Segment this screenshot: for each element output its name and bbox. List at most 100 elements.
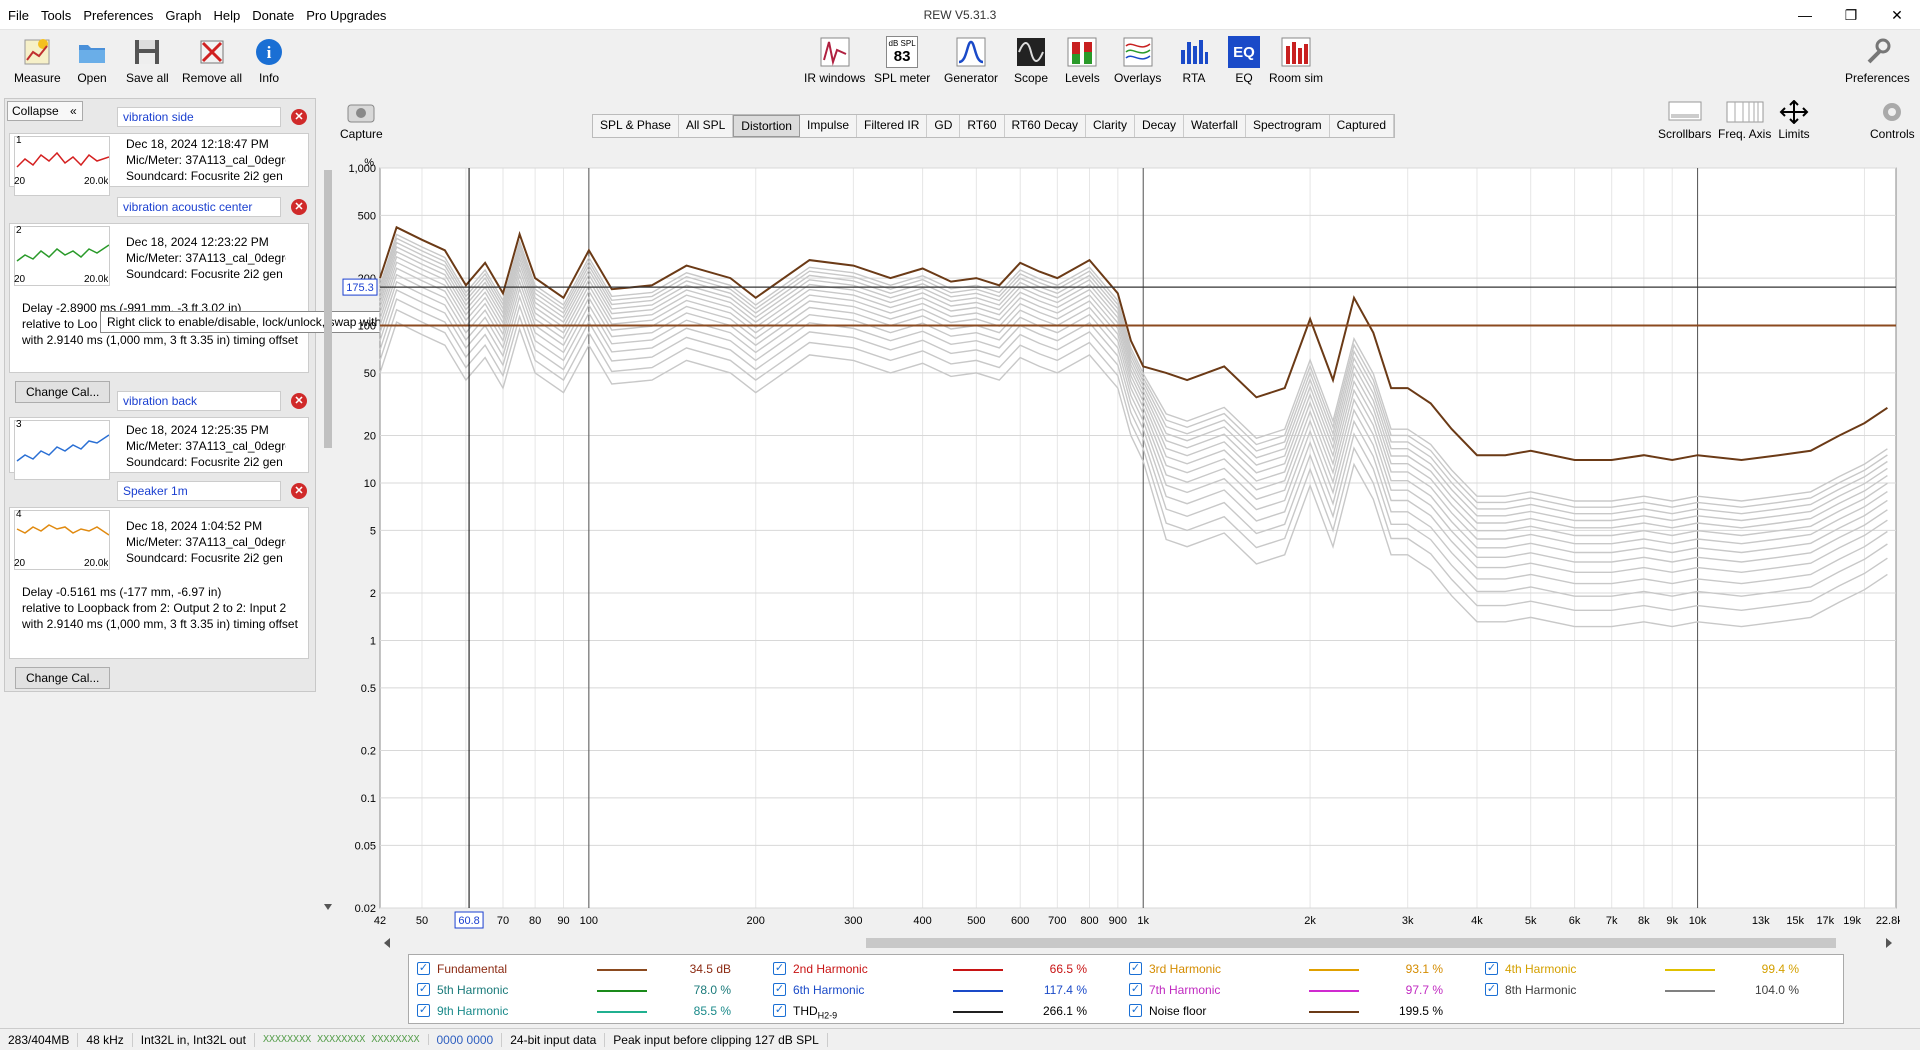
tab-waterfall[interactable]: Waterfall — [1184, 115, 1246, 137]
change-cal-button-2[interactable]: Change Cal... — [15, 381, 111, 403]
scrollbars-button[interactable]: Scrollbars — [1658, 100, 1711, 141]
legend-item[interactable]: ✓ 9th Harmonic 85.5 % — [417, 1003, 757, 1021]
distortion-graph[interactable]: 1,000 500 200 100 50 20 10 5 2 1 0.5 0.2 0.1 0.05 0.02… — [340, 152, 1900, 936]
generator-button[interactable]: Generator — [944, 36, 998, 85]
legend-item[interactable]: ✓ 4th Harmonic 99.4 % — [1485, 961, 1825, 979]
measurement-1-card[interactable]: 1 20 20.0k Dec 18, 2024 12:18:47 PM Mic/… — [9, 133, 309, 196]
menu-file[interactable]: File — [8, 7, 29, 23]
x-tick-label: 100 — [580, 915, 598, 927]
x-tick-label: 19k — [1843, 915, 1861, 927]
measurement-1-name[interactable]: vibration side — [117, 107, 281, 127]
checkbox-checked-icon[interactable]: ✓ — [1129, 962, 1142, 975]
legend-line-swatch[interactable] — [597, 969, 647, 971]
minimize-icon[interactable]: — — [1798, 7, 1812, 23]
legend-item[interactable]: ✓ Fundamental 34.5 dB — [417, 961, 757, 979]
freq-axis-button[interactable]: Freq. Axis — [1718, 100, 1771, 141]
menu-preferences[interactable]: Preferences — [83, 7, 154, 23]
remove-measurement-1-icon[interactable]: ✕ — [291, 109, 307, 125]
preferences-button[interactable]: Preferences — [1845, 36, 1910, 85]
scope-button[interactable]: Scope — [1014, 36, 1048, 85]
tab-all-spl[interactable]: All SPL — [679, 115, 734, 137]
tab-spectrogram[interactable]: Spectrogram — [1246, 115, 1330, 137]
sample-rate: 48 kHz — [78, 1032, 133, 1047]
scroll-left-icon — [384, 938, 390, 948]
tab-spl-phase[interactable]: SPL & Phase — [593, 115, 679, 137]
tab-decay[interactable]: Decay — [1135, 115, 1185, 137]
overlays-button[interactable]: Overlays — [1114, 36, 1161, 85]
tab-filtered-ir[interactable]: Filtered IR — [857, 115, 928, 137]
checkbox-checked-icon[interactable]: ✓ — [1485, 983, 1498, 996]
tab-gd[interactable]: GD — [927, 115, 961, 137]
eq-button[interactable]: EQ EQ — [1228, 36, 1260, 85]
measurement-2-card[interactable]: 2 20 20.0k Dec 18, 2024 12:23:22 PM Mic/… — [9, 223, 309, 373]
room-sim-button[interactable]: Room sim — [1269, 36, 1323, 85]
remove-measurement-2-icon[interactable]: ✕ — [291, 199, 307, 215]
legend-item[interactable]: ✓ Noise floor 199.5 % — [1129, 1003, 1469, 1021]
checkbox-checked-icon[interactable]: ✓ — [417, 962, 430, 975]
measurement-2-name[interactable]: vibration acoustic center — [117, 197, 281, 217]
legend-item[interactable]: ✓ 3rd Harmonic 93.1 % — [1129, 961, 1469, 979]
open-button[interactable]: Open — [76, 36, 108, 85]
tab-impulse[interactable]: Impulse — [800, 115, 858, 137]
save-all-button[interactable]: Save all — [126, 36, 169, 85]
ir-windows-button[interactable]: IR windows — [804, 36, 865, 85]
checkbox-checked-icon[interactable]: ✓ — [773, 983, 786, 996]
legend-line-swatch[interactable] — [1309, 990, 1359, 992]
panel-scrollbar[interactable] — [322, 170, 334, 914]
legend-item[interactable]: ✓ 2nd Harmonic 66.5 % — [773, 961, 1113, 979]
legend-line-swatch[interactable] — [1309, 1011, 1359, 1013]
tab-rt60[interactable]: RT60 — [960, 115, 1005, 137]
collapse-button[interactable]: Collapse « — [7, 101, 83, 121]
levels-button[interactable]: Levels — [1065, 36, 1100, 85]
close-icon[interactable]: ✕ — [1891, 6, 1903, 23]
tab-captured[interactable]: Captured — [1330, 115, 1395, 137]
legend-line-swatch[interactable] — [953, 1011, 1003, 1013]
legend-line-swatch[interactable] — [1665, 969, 1715, 971]
menu-help[interactable]: Help — [213, 7, 241, 23]
checkbox-checked-icon[interactable]: ✓ — [1129, 1004, 1142, 1017]
legend-item[interactable]: ✓ 8th Harmonic 104.0 % — [1485, 982, 1825, 1000]
rta-button[interactable]: RTA — [1178, 36, 1210, 85]
legend-item[interactable]: ✓ 7th Harmonic 97.7 % — [1129, 982, 1469, 1000]
remove-measurement-3-icon[interactable]: ✕ — [291, 393, 307, 409]
checkbox-checked-icon[interactable]: ✓ — [773, 962, 786, 975]
measurement-3-card[interactable]: 3 Dec 18, 2024 12:25:35 PM Mic/Meter: 37… — [9, 417, 309, 480]
legend-line-swatch[interactable] — [1309, 969, 1359, 971]
spl-meter-button[interactable]: dB SPL 83 SPL meter — [874, 36, 930, 85]
legend-line-swatch[interactable] — [1665, 990, 1715, 992]
tab-clarity[interactable]: Clarity — [1086, 115, 1136, 137]
controls-button[interactable]: Controls — [1870, 100, 1915, 141]
measurement-4-card[interactable]: 4 20 20.0k Dec 18, 2024 1:04:52 PM Mic/M… — [9, 507, 309, 659]
measure-button[interactable]: Measure — [14, 36, 61, 85]
menu-pro-upgrades[interactable]: Pro Upgrades — [306, 7, 387, 23]
legend-item[interactable]: ✓ THDH2-9 266.1 % — [773, 1003, 1113, 1021]
info-button[interactable]: i Info — [253, 36, 285, 85]
checkbox-checked-icon[interactable]: ✓ — [1485, 962, 1498, 975]
measurement-4-name[interactable]: Speaker 1m — [117, 481, 281, 501]
limits-button[interactable]: Limits — [1776, 99, 1812, 141]
checkbox-checked-icon[interactable]: ✓ — [417, 983, 430, 996]
legend-item[interactable]: ✓ 5th Harmonic 78.0 % — [417, 982, 757, 1000]
legend-line-swatch[interactable] — [597, 990, 647, 992]
restore-icon[interactable]: ❐ — [1844, 6, 1858, 23]
measurement-3-name[interactable]: vibration back — [117, 391, 281, 411]
menu-donate[interactable]: Donate — [252, 7, 295, 23]
legend-line-swatch[interactable] — [953, 969, 1003, 971]
legend-item[interactable]: ✓ 6th Harmonic 117.4 % — [773, 982, 1113, 1000]
remove-all-button[interactable]: Remove all — [182, 36, 242, 85]
menu-graph[interactable]: Graph — [165, 7, 202, 23]
legend-line-swatch[interactable] — [597, 1011, 647, 1013]
change-cal-button-4[interactable]: Change Cal... — [15, 667, 111, 689]
tab-distortion[interactable]: Distortion — [733, 115, 800, 137]
tab-rt60-decay[interactable]: RT60 Decay — [1005, 115, 1086, 137]
legend-value: 104.0 % — [1754, 983, 1799, 997]
checkbox-checked-icon[interactable]: ✓ — [773, 1004, 786, 1017]
remove-measurement-4-icon[interactable]: ✕ — [291, 483, 307, 499]
graph-horizontal-scrollbar[interactable] — [382, 936, 1894, 950]
legend-line-swatch[interactable] — [953, 990, 1003, 992]
checkbox-checked-icon[interactable]: ✓ — [1129, 983, 1142, 996]
capture-button[interactable]: Capture — [340, 100, 383, 141]
legend-label: 4th Harmonic — [1505, 962, 1577, 976]
menu-tools[interactable]: Tools — [40, 7, 72, 23]
checkbox-checked-icon[interactable]: ✓ — [417, 1004, 430, 1017]
